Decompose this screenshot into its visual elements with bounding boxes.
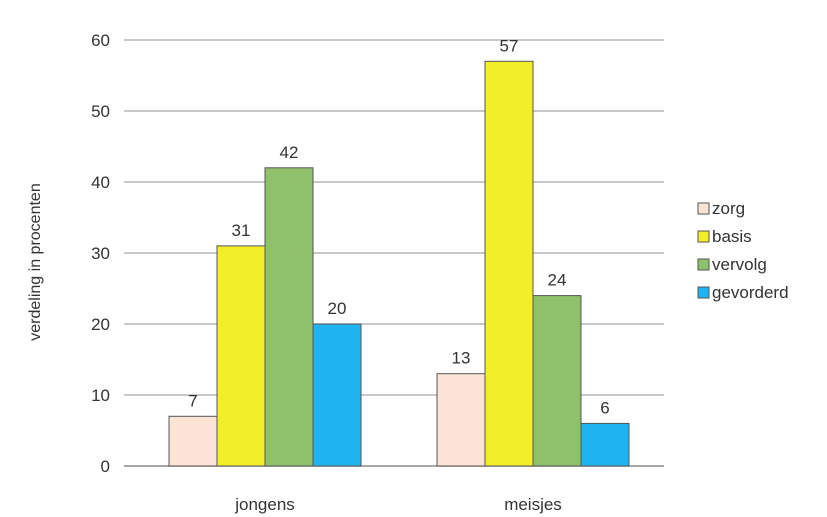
- y-tick-labels: 0 10 20 30 40 50 60: [91, 31, 110, 476]
- bar-gevorderd-meisjes: [580, 422, 630, 467]
- legend-label-gevorderd: gevorderd: [712, 283, 789, 302]
- bar-zorg-jongens: [168, 415, 218, 467]
- y-tick-label: 60: [91, 31, 110, 50]
- bar-gevorderd-jongens: [312, 323, 362, 467]
- bar-vervolg-meisjes: [532, 295, 582, 467]
- bar-data-labels: 7 31 42 20 13 57 24 6: [188, 36, 609, 417]
- legend-swatch-gevorderd: [697, 286, 710, 299]
- gridlines: [124, 39, 664, 467]
- bars: [168, 60, 630, 467]
- data-label-basis-jongens: 31: [232, 221, 251, 240]
- category-labels: jongens meisjes: [234, 495, 562, 514]
- category-label-jongens: jongens: [234, 495, 295, 514]
- data-label-gevorderd-meisjes: 6: [600, 398, 609, 417]
- legend-label-vervolg: vervolg: [712, 255, 767, 274]
- legend-label-zorg: zorg: [712, 199, 745, 218]
- data-label-basis-meisjes: 57: [500, 36, 519, 55]
- category-label-meisjes: meisjes: [504, 495, 562, 514]
- data-label-zorg-jongens: 7: [188, 391, 197, 410]
- bar-basis-meisjes: [484, 60, 534, 467]
- bar-basis-jongens: [216, 245, 266, 467]
- y-tick-label: 20: [91, 315, 110, 334]
- y-tick-label: 40: [91, 173, 110, 192]
- y-axis-label: verdeling in procenten: [27, 183, 44, 340]
- y-tick-label: 10: [91, 386, 110, 405]
- y-tick-label: 50: [91, 102, 110, 121]
- data-label-vervolg-meisjes: 24: [548, 271, 567, 290]
- bar-zorg-meisjes: [436, 373, 486, 467]
- y-tick-label: 0: [101, 457, 110, 476]
- y-tick-label: 30: [91, 244, 110, 263]
- legend-swatch-vervolg: [697, 258, 710, 271]
- legend-swatch-zorg: [697, 202, 710, 215]
- data-label-gevorderd-jongens: 20: [328, 299, 347, 318]
- legend: zorg basis vervolg gevorderd: [697, 199, 789, 302]
- legend-label-basis: basis: [712, 227, 752, 246]
- data-label-vervolg-jongens: 42: [280, 143, 299, 162]
- data-label-zorg-meisjes: 13: [452, 349, 471, 368]
- legend-swatch-basis: [697, 230, 710, 243]
- bar-vervolg-jongens: [264, 167, 314, 467]
